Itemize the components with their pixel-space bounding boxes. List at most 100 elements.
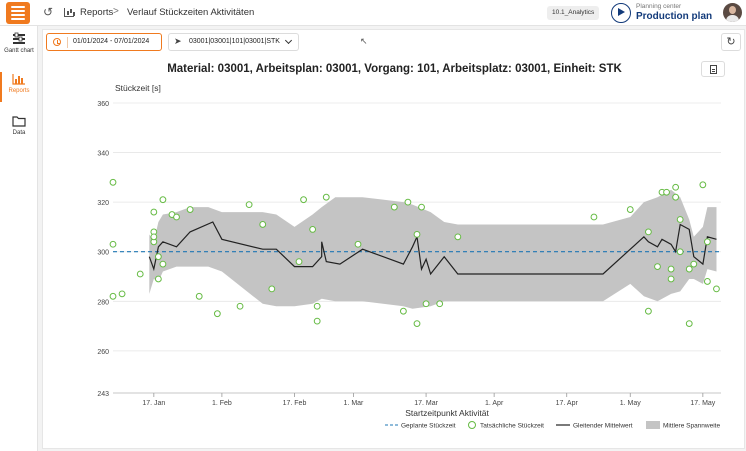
actual-point	[418, 203, 425, 211]
actual-point	[672, 183, 680, 191]
actual-point	[454, 233, 462, 241]
x-tick-label: 17. Feb	[283, 400, 307, 407]
actual-point	[109, 178, 117, 186]
avatar[interactable]	[723, 3, 742, 22]
actual-point	[645, 307, 652, 315]
x-tick-label: 1. May	[620, 400, 642, 407]
planning-center-label: Planning center	[636, 3, 682, 10]
actual-point	[159, 260, 167, 268]
actual-point	[413, 230, 421, 238]
actual-point	[422, 300, 430, 308]
navigation-icon: ➤	[174, 36, 182, 46]
chart-title: Material: 03001, Arbeitsplan: 03001, Vor…	[167, 63, 622, 75]
actual-point	[436, 300, 444, 308]
legend-moving-avg-label: Gleitender Mittelwert	[573, 423, 633, 430]
breadcrumb-reports[interactable]: Reports	[80, 7, 114, 18]
date-range-text: 01/01/2024 - 07/01/2024	[73, 38, 150, 45]
x-axis-label: Startzeitpunkt Aktivität	[405, 408, 489, 418]
sidebar: Gantt chart Reports Data	[0, 26, 38, 451]
actual-point	[154, 275, 162, 283]
actual-point	[322, 193, 330, 201]
actual-point	[313, 302, 321, 310]
actual-point	[590, 213, 598, 221]
activity-selector-dropdown[interactable]: ➤ 03001|03001|101|03001|STK	[168, 33, 299, 51]
actual-point	[685, 320, 693, 327]
actual-point	[154, 253, 162, 261]
actual-point	[703, 238, 711, 246]
actual-point	[300, 196, 307, 204]
x-tick-label: 17. May	[690, 400, 715, 407]
reports-breadcrumb-icon	[64, 8, 74, 17]
gantt-icon	[13, 32, 25, 44]
sidebar-item-label: Reports	[8, 88, 30, 94]
actual-point	[118, 290, 126, 298]
x-tick-label: 17. Jan	[142, 400, 165, 407]
page-title: Verlauf Stückzeiten Aktivitäten	[127, 7, 255, 18]
sidebar-item-reports[interactable]: Reports	[0, 72, 38, 108]
legend-band-swatch	[646, 421, 660, 429]
actual-point	[676, 216, 684, 223]
y-tick-label: 340	[97, 151, 109, 158]
report-card: 01/01/2024 - 07/01/2024 ➤ 03001|03001|10…	[42, 29, 745, 449]
history-icon[interactable]: ↺	[43, 5, 54, 19]
actual-point	[413, 320, 421, 327]
x-tick-label: 1. Feb	[212, 400, 232, 407]
sidebar-item-label: Gantt chart	[4, 48, 34, 54]
actual-point	[645, 228, 652, 236]
actual-point	[313, 317, 321, 325]
actual-point	[136, 270, 144, 278]
x-tick-label: 17. Apr	[556, 400, 579, 407]
actual-point	[690, 260, 698, 268]
legend-actual-label: Tatsächliche Stückzeit	[480, 423, 544, 430]
document-icon	[710, 65, 717, 74]
actual-point	[186, 206, 194, 213]
actual-point	[685, 265, 693, 273]
production-plan-label[interactable]: Production plan	[636, 11, 713, 22]
actual-point	[703, 278, 711, 285]
x-tick-label: 1. Mar	[344, 400, 365, 407]
actual-point	[150, 208, 158, 216]
actual-point	[245, 201, 253, 209]
actual-point	[672, 193, 680, 201]
refresh-icon: ↻	[726, 36, 736, 48]
actual-point	[195, 292, 203, 300]
refresh-button[interactable]: ↻	[721, 33, 741, 51]
export-button[interactable]	[701, 61, 725, 77]
play-production-plan-button[interactable]	[611, 3, 631, 23]
actual-point	[173, 213, 180, 221]
actual-point	[399, 307, 407, 315]
actual-point	[268, 285, 276, 293]
actual-point	[667, 275, 675, 283]
actual-point	[259, 221, 267, 228]
actual-point	[626, 206, 634, 213]
y-tick-label: 300	[97, 250, 109, 257]
date-range-picker[interactable]: 01/01/2024 - 07/01/2024	[46, 33, 162, 51]
x-tick-label: 1. Apr	[485, 400, 504, 407]
version-badge: 10.1_Analytics	[547, 6, 600, 20]
top-bar: ↺ Reports > Verlauf Stückzeiten Aktivitä…	[0, 0, 746, 26]
y-tick-label: 320	[97, 200, 109, 207]
sidebar-item-gantt-chart[interactable]: Gantt chart	[0, 32, 38, 68]
sidebar-item-label: Data	[12, 130, 26, 136]
actual-point	[109, 292, 117, 300]
actual-point	[713, 285, 720, 293]
mouse-cursor-icon: ↖	[360, 36, 368, 46]
legend-band-label: Mittlere Spannweite	[663, 423, 720, 430]
y-tick-label: 280	[97, 299, 109, 306]
clock-icon	[53, 38, 61, 46]
actual-point	[236, 302, 244, 310]
actual-point	[159, 196, 167, 204]
actual-point	[676, 248, 684, 256]
sidebar-item-data[interactable]: Data	[0, 114, 38, 150]
actual-point	[699, 181, 707, 189]
actual-point	[404, 198, 412, 206]
actual-point	[654, 263, 661, 270]
actual-point	[354, 240, 362, 248]
y-tick-label: 360	[97, 101, 109, 108]
chart-svg: 243 260 280 300 320 340 360 17. Jan 1. Feb 17. Fe…	[97, 83, 721, 430]
bar-chart-icon	[12, 74, 25, 85]
legend-planned-label: Geplante Stückzeit	[401, 423, 456, 430]
app-logo-icon[interactable]	[6, 2, 30, 24]
actual-point	[663, 188, 670, 196]
range-band	[149, 189, 717, 309]
